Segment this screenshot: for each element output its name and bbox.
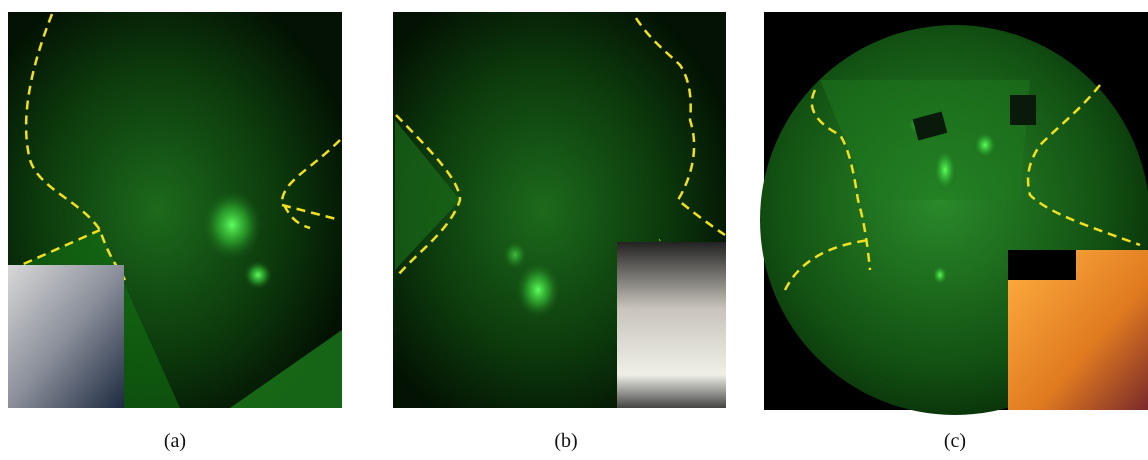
inset-photo xyxy=(617,242,726,408)
panel-label: (c) xyxy=(944,430,966,452)
figure: (a) (b) (c) xyxy=(0,0,1148,460)
panel-b: (b) xyxy=(393,12,726,452)
panel-label: (a) xyxy=(164,430,186,452)
page: (a) (b) (c) (() => { const da xyxy=(0,0,1148,460)
panel-a: (a) xyxy=(8,12,342,452)
inset-photo xyxy=(8,265,124,408)
panel-c: (c) xyxy=(760,12,1148,452)
panel-label: (b) xyxy=(554,430,577,452)
